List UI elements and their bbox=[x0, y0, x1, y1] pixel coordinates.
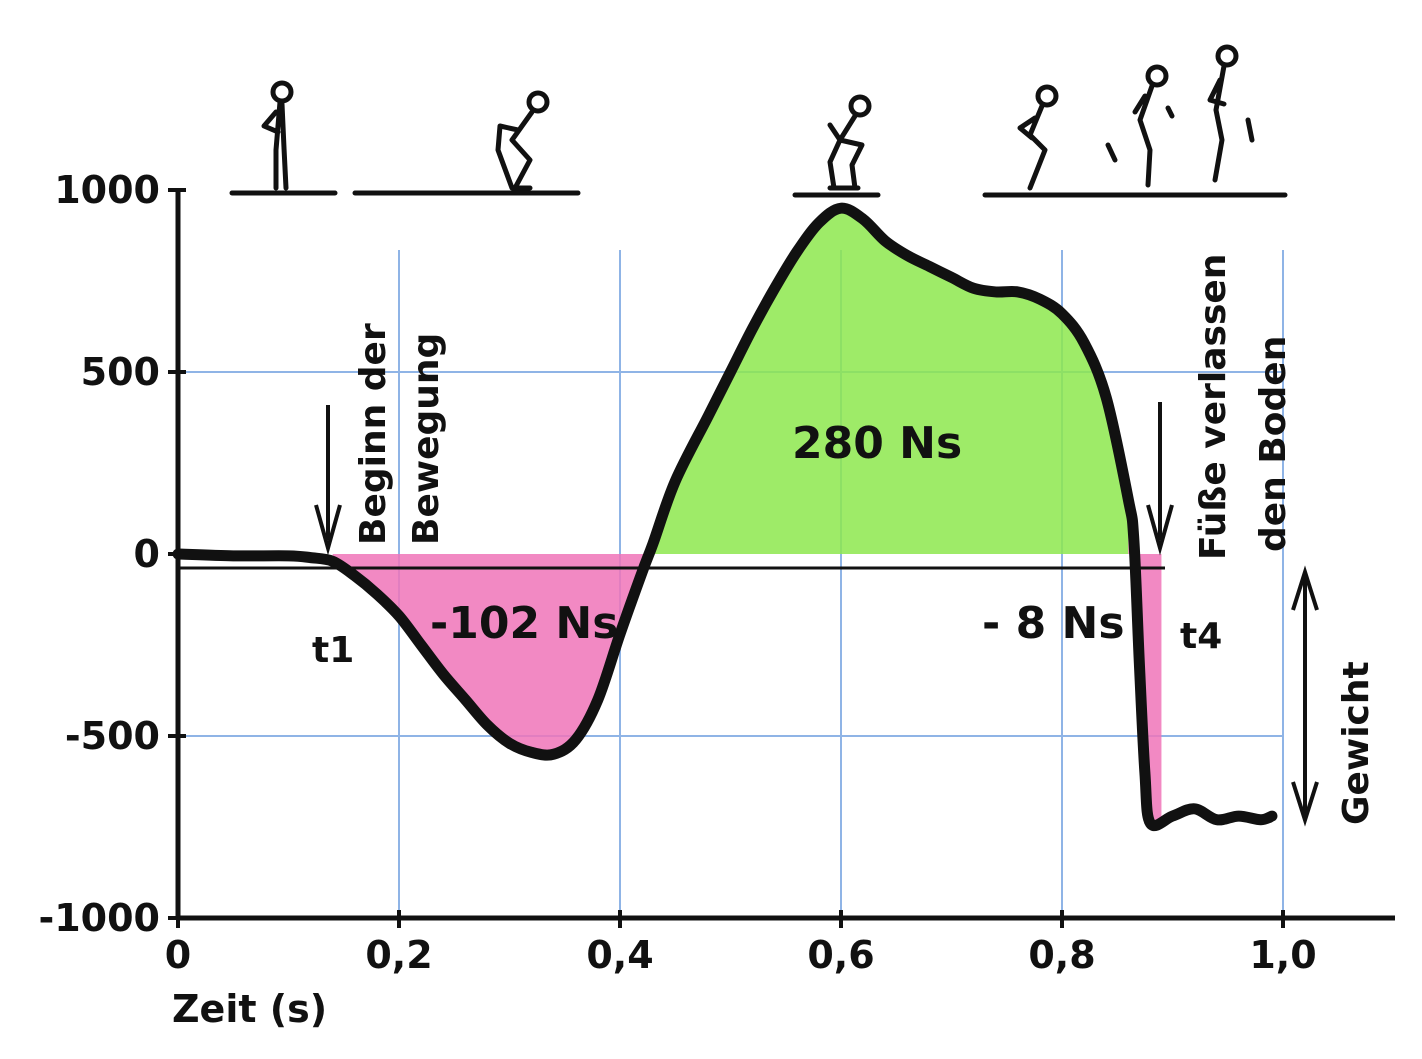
area-label-negative: -102 Ns bbox=[430, 598, 618, 649]
y-tick-label-1: 500 bbox=[81, 350, 160, 394]
grid bbox=[178, 250, 1284, 918]
y-tick-label-3: -500 bbox=[65, 714, 160, 758]
annotation-arrows bbox=[314, 402, 1319, 827]
weight-double-arrow bbox=[1291, 565, 1319, 827]
force-curve bbox=[172, 202, 1278, 832]
x-tick-label-5: 1,0 bbox=[1249, 933, 1316, 977]
figure-head bbox=[270, 80, 294, 104]
stick-figures bbox=[229, 44, 1288, 198]
y-tick-label-2: 0 bbox=[134, 532, 160, 576]
arrow-down-t4 bbox=[1146, 402, 1174, 556]
stick-figure-standing bbox=[229, 80, 338, 196]
figure-head bbox=[1215, 44, 1239, 68]
label-t1: t1 bbox=[312, 630, 354, 671]
arrow-down-t1 bbox=[314, 405, 342, 556]
figure-head bbox=[1035, 84, 1059, 108]
x-axis-label: Zeit (s) bbox=[172, 987, 327, 1031]
label-gewicht: Gewicht bbox=[1336, 661, 1377, 825]
stick-figure-deep-crouch bbox=[792, 94, 881, 198]
annotation-fuesse-line1: Füße verlassen bbox=[1193, 254, 1234, 560]
annotation-beginn-line2: Bewegung bbox=[406, 333, 447, 545]
curve-layer bbox=[172, 202, 1278, 832]
figure-body bbox=[495, 109, 535, 191]
figure-head bbox=[1145, 64, 1169, 88]
stick-figure-crouching bbox=[352, 90, 581, 196]
label-t4: t4 bbox=[1180, 616, 1222, 657]
stick-figures-takeoff bbox=[982, 44, 1288, 198]
annotation-beginn-line1: Beginn der bbox=[353, 323, 394, 545]
y-tick-label-4: -1000 bbox=[38, 896, 160, 940]
annotation-fuesse-line2: den Boden bbox=[1253, 336, 1294, 552]
x-tick-label-1: 0,2 bbox=[365, 933, 432, 977]
area-label-positive: 280 Ns bbox=[792, 418, 962, 469]
x-tick-label-2: 0,4 bbox=[586, 933, 653, 977]
figure-body bbox=[1017, 103, 1048, 191]
x-tick-label-4: 0,8 bbox=[1028, 933, 1095, 977]
figure-head bbox=[526, 90, 550, 114]
y-tick-label-0: 1000 bbox=[54, 168, 160, 212]
figure-head bbox=[848, 94, 872, 118]
figure-body bbox=[827, 113, 865, 191]
x-tick-label-0: 0 bbox=[165, 933, 191, 977]
figure-body bbox=[1105, 83, 1175, 188]
figure-body bbox=[1207, 63, 1255, 183]
x-tick-label-3: 0,6 bbox=[807, 933, 874, 977]
text-labels: -102 Ns 280 Ns - 8 Ns Beginn der Bewegun… bbox=[172, 254, 1377, 1031]
region-0 bbox=[332, 543, 654, 756]
area-label-small-negative: - 8 Ns bbox=[982, 598, 1125, 649]
ticks: 0 0,2 0,4 0,6 0,8 1,0 1000 500 0 -500 -1000 bbox=[38, 168, 1316, 977]
figure-body bbox=[261, 99, 289, 191]
